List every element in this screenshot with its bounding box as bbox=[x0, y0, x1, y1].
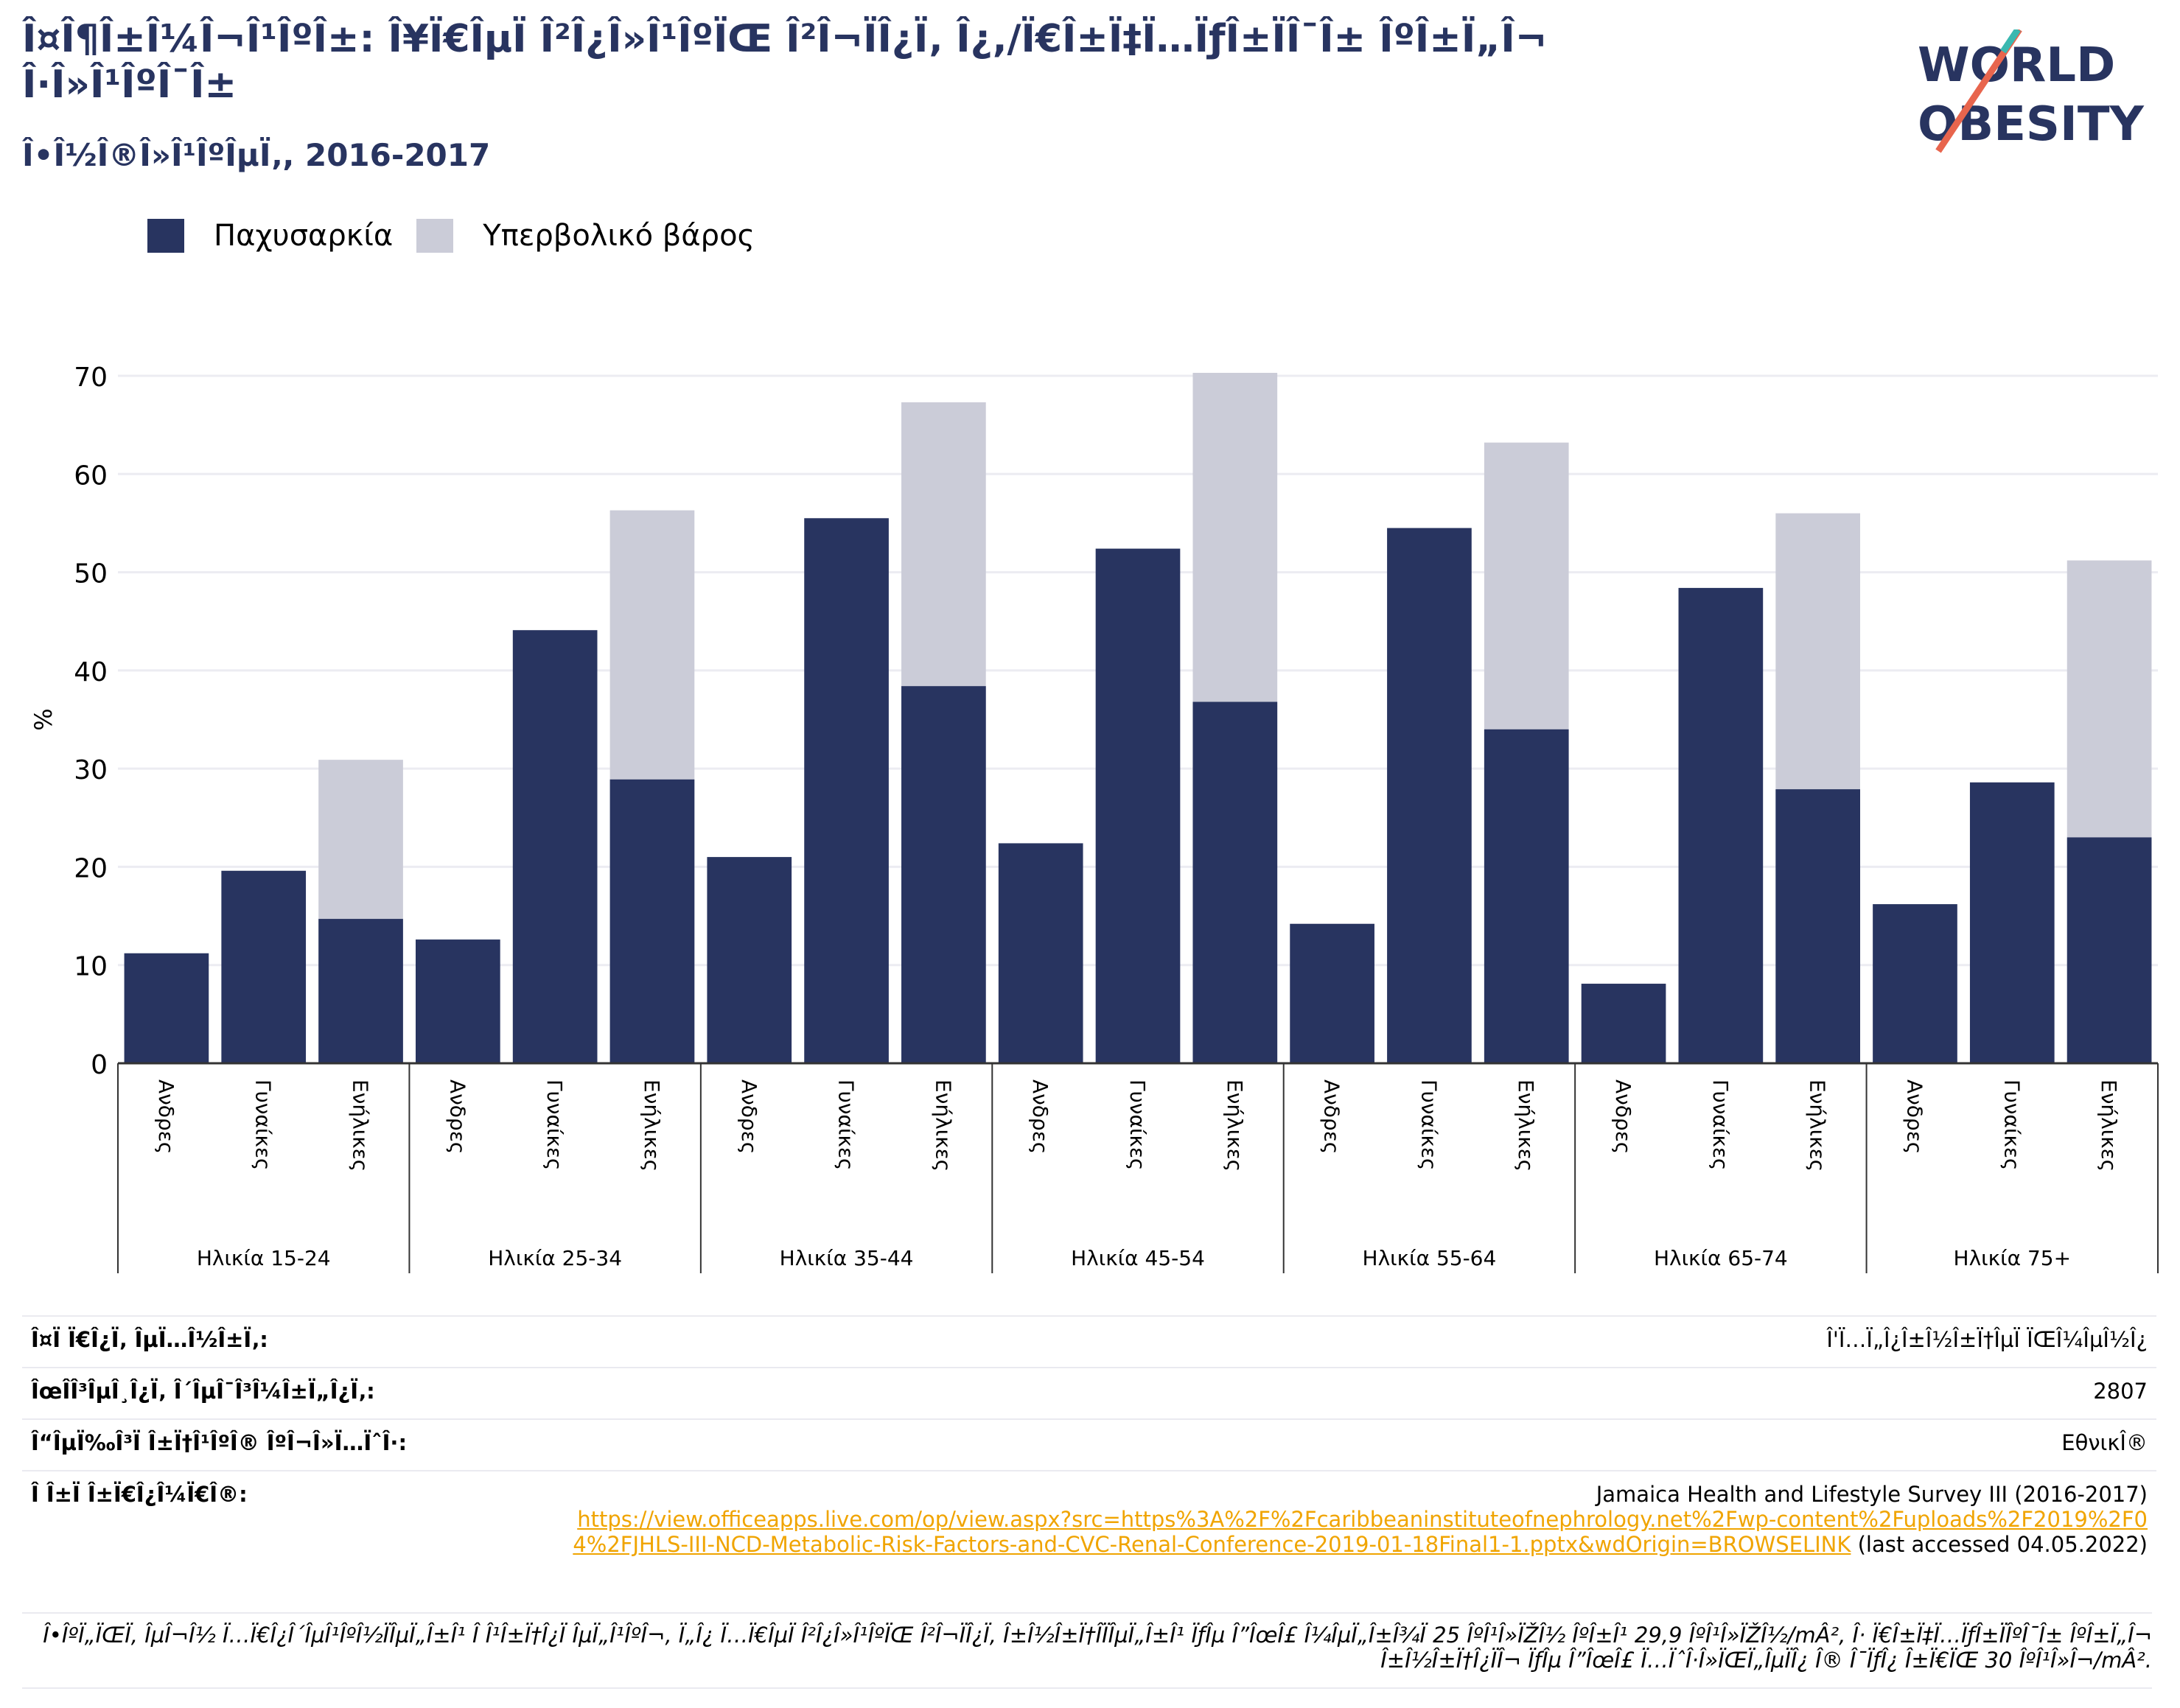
source-name: Jamaica Health and Lifestyle Survey III … bbox=[1596, 1482, 2148, 1507]
bar-obesity bbox=[1873, 904, 1957, 1063]
meta-row-source: Î Î±Ï Î±Ï€Î¿Î¼Ï€Î®: Jamaica Health and L… bbox=[22, 1470, 2156, 1572]
y-tick-label: 70 bbox=[74, 363, 108, 393]
legend-item-overweight: Υπερβολικό βάρος bbox=[416, 219, 755, 253]
y-tick-label: 20 bbox=[74, 853, 108, 883]
legend-label-obesity: Παχυσαρκία bbox=[214, 219, 394, 253]
x-tick-label: Γυναίκες bbox=[1708, 1079, 1733, 1170]
meta-key: Î¤Ï Ï€Î¿Ï‚ ÎµÏ…Î½Î±Ï‚: bbox=[22, 1315, 556, 1368]
bar-obesity bbox=[1095, 548, 1181, 1063]
group-label: Ηλικία 15-24 bbox=[197, 1246, 331, 1270]
group-label: Ηλικία 55-64 bbox=[1363, 1246, 1497, 1270]
x-tick-label: Ανδρες bbox=[445, 1079, 469, 1154]
meta-key: ÎœÎ­Î³ÎµÎ¸Î¿Ï‚ Î´ÎµÎ¯Î³Î¼Î±Ï„Î¿Ï‚: bbox=[22, 1367, 556, 1419]
x-tick-label: Ενήλικες bbox=[1223, 1079, 1247, 1172]
group-label: Ηλικία 35-44 bbox=[780, 1246, 914, 1270]
x-tick-label: Γυναίκες bbox=[542, 1079, 567, 1170]
source-link[interactable]: https://view.officeapps.live.com/op/view… bbox=[573, 1507, 2148, 1557]
x-tick-label: Γυναίκες bbox=[251, 1079, 276, 1170]
x-tick-label: Ενήλικες bbox=[349, 1079, 373, 1172]
logo-slash-accent-icon bbox=[2000, 29, 2021, 54]
x-tick-label: Ανδρες bbox=[737, 1079, 761, 1154]
bar-obesity bbox=[1484, 729, 1569, 1063]
group-label: Ηλικία 25-34 bbox=[488, 1246, 622, 1270]
x-tick-label: Γυναίκες bbox=[1999, 1079, 2024, 1170]
bar-obesity bbox=[707, 857, 792, 1063]
bar-obesity bbox=[221, 870, 307, 1063]
bar-obesity bbox=[1775, 789, 1861, 1063]
bar-obesity bbox=[1678, 587, 1764, 1063]
chart-title: Î¤Î¶Î±Î¼Î¬Î¹ÎºÎ±: Î¥Ï€ÎµÏ Î²Î¿Î»Î¹ÎºÏŒ Î… bbox=[22, 17, 1548, 107]
x-tick-label: Ανδρες bbox=[1320, 1079, 1344, 1154]
legend-label-overweight: Υπερβολικό βάρος bbox=[483, 219, 755, 253]
y-tick-label: 50 bbox=[74, 559, 108, 589]
bar-obesity bbox=[998, 843, 1083, 1063]
meta-value: ΕθνικÎ® bbox=[556, 1418, 2156, 1471]
bar-obesity bbox=[1969, 782, 2055, 1063]
x-tick-label: Ανδρες bbox=[1028, 1079, 1052, 1154]
x-tick-label: Γυναίκες bbox=[1125, 1079, 1150, 1170]
x-tick-label: Ανδρες bbox=[1902, 1079, 1926, 1154]
bar-obesity bbox=[415, 939, 500, 1063]
y-tick-label: 0 bbox=[91, 1050, 108, 1080]
y-axis-label: % bbox=[29, 708, 57, 730]
x-tick-label: Ενήλικες bbox=[2097, 1079, 2121, 1172]
x-tick-label: Γυναίκες bbox=[1416, 1079, 1441, 1170]
y-tick-label: 10 bbox=[74, 952, 108, 982]
meta-value: Î'Ï…Ï„Î¿Î±Î½Î±Ï†ÎµÏ ÏŒÎ¼ÎµÎ½Î¿ bbox=[556, 1315, 2156, 1368]
chart-subtitle: Î•Î½Î®Î»Î¹ÎºÎµÏ‚, 2016-2017 bbox=[22, 137, 491, 173]
source-accessed: (last accessed 04.05.2022) bbox=[1857, 1532, 2148, 1557]
y-tick-label: 40 bbox=[74, 657, 108, 687]
chart-legend: Παχυσαρκία Υπερβολικό βάρος bbox=[147, 215, 778, 256]
bar-obesity bbox=[1387, 528, 1472, 1063]
bar-obesity bbox=[901, 686, 986, 1063]
bar-obesity bbox=[124, 953, 209, 1063]
world-obesity-logo: WORLD OBESITY bbox=[1918, 29, 2144, 153]
bar-obesity bbox=[804, 518, 889, 1063]
bar-obesity bbox=[1192, 701, 1278, 1063]
x-tick-label: Γυναίκες bbox=[834, 1079, 859, 1170]
bar-obesity bbox=[318, 919, 403, 1063]
group-label: Ηλικία 65-74 bbox=[1654, 1246, 1788, 1270]
meta-value: 2807 bbox=[556, 1367, 2156, 1419]
group-label: Ηλικία 75+ bbox=[1954, 1246, 2072, 1270]
y-tick-label: 30 bbox=[74, 755, 108, 785]
source-key: Î Î±Ï Î±Ï€Î¿Î¼Ï€Î®: bbox=[22, 1470, 556, 1572]
metadata-table: Î¤Ï Ï€Î¿Ï‚ ÎµÏ…Î½Î±Ï‚: Î'Ï…Ï„Î¿Î±Î½Î±Ï†Î… bbox=[22, 1315, 2156, 1572]
bar-chart: 0 10 20 30 40 50 60 70% Ανδρες Γυναίκες Ενήλικες Ηλ… bbox=[29, 363, 2159, 1273]
bar-obesity bbox=[609, 779, 695, 1063]
x-tick-label: Ανδρες bbox=[1611, 1079, 1635, 1154]
bar-obesity bbox=[1581, 984, 1666, 1063]
logo-line2: OBESITY bbox=[1918, 97, 2144, 152]
meta-key: Î“ÎµÏ‰Î³Ï Î±Ï†Î¹ÎºÎ® ÎºÎ¬Î»Ï…ÏˆÎ·: bbox=[22, 1418, 556, 1471]
legend-swatch-overweight bbox=[416, 219, 454, 253]
meta-row-type: Î¤Ï Ï€Î¿Ï‚ ÎµÏ…Î½Î±Ï‚: Î'Ï…Ï„Î¿Î±Î½Î±Ï†Î… bbox=[22, 1315, 2156, 1368]
definition-note: Î•ÎºÏ„ÏŒÏ‚ ÎµÎ¬Î½ Ï…Ï€Î¿Î´ÎµÎ¹ÎºÎ½ÏÎµÏ„Î… bbox=[22, 1612, 2152, 1689]
x-tick-label: Ανδρες bbox=[154, 1079, 178, 1154]
x-tick-label: Ενήλικες bbox=[931, 1079, 955, 1172]
bar-obesity bbox=[512, 630, 598, 1063]
x-tick-label: Ενήλικες bbox=[640, 1079, 664, 1172]
bar-obesity bbox=[2067, 837, 2152, 1063]
logo-line1: WORLD bbox=[1918, 38, 2115, 93]
legend-swatch-obesity bbox=[147, 219, 184, 253]
meta-row-sample-size: ÎœÎ­Î³ÎµÎ¸Î¿Ï‚ Î´ÎµÎ¯Î³Î¼Î±Ï„Î¿Ï‚: 2807 bbox=[22, 1367, 2156, 1419]
x-tick-label: Ενήλικες bbox=[1806, 1079, 1830, 1172]
source-value: Jamaica Health and Lifestyle Survey III … bbox=[556, 1470, 2156, 1572]
y-tick-label: 60 bbox=[74, 461, 108, 491]
legend-item-obesity: Παχυσαρκία bbox=[147, 219, 393, 253]
meta-row-coverage: Î“ÎµÏ‰Î³Ï Î±Ï†Î¹ÎºÎ® ÎºÎ¬Î»Ï…ÏˆÎ·: Εθνικ… bbox=[22, 1418, 2156, 1471]
bar-obesity bbox=[1290, 923, 1374, 1063]
x-tick-label: Ενήλικες bbox=[1514, 1079, 1538, 1172]
group-label: Ηλικία 45-54 bbox=[1071, 1246, 1205, 1270]
